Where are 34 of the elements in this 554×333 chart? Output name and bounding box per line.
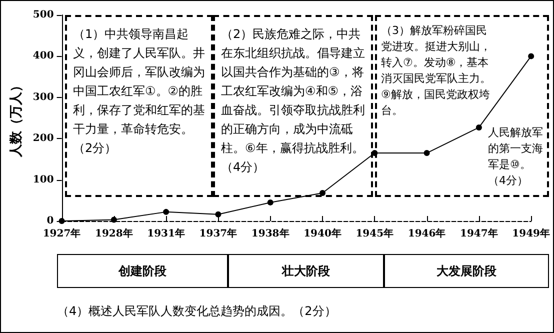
x-tick-label: 1940年 (304, 228, 342, 240)
text: 大发展阶段 (384, 254, 549, 288)
y-tick-label: 0 (46, 216, 54, 226)
y-tick-label: 200 (32, 133, 54, 144)
point (110, 216, 117, 223)
y-axis-title: 人数（万人） (8, 79, 23, 158)
x-tick-label: 1947年 (460, 228, 498, 240)
y-tick-label: 100 (32, 174, 54, 186)
x-tick-label: 1938年 (251, 228, 290, 240)
annotation: （2）民族危难之际，中共在东北组织抗战。倡导建立以国共合作为基础的③，将工农红军改编为④和⑤，浴血奋战。引领夺取抗战胜利的正确方向，成为中流砥柱。⑥年，赢得抗战胜利。（4分） (213, 15, 373, 197)
x-tick-label: 1931年 (147, 228, 185, 240)
point (267, 199, 274, 206)
x-tick-label: 1946年 (408, 228, 446, 240)
annotation: 人民解放军的第一支海军是⑩。（4分） (488, 125, 544, 189)
y-tick-label: 300 (32, 92, 54, 103)
annotation: （1）中共领导南昌起义，创建了人民军队。井冈山会师后，军队改编为中国工农红军①。②的胜利，保存了党和红军的基干力量，革命转危安。（2分） (65, 15, 213, 197)
x-tick-label: 1927年 (42, 228, 81, 240)
point (476, 124, 482, 130)
x-tick-label: 1949年 (512, 228, 550, 240)
y-tick-label: 500 (32, 10, 54, 20)
text: 壮大阶段 (228, 254, 384, 288)
point (320, 190, 326, 196)
text: （4）概述人民军队人数变化总趋势的成因。（2分） (57, 303, 336, 320)
annotation: （3）解放军粉碎国民党进攻。挺进大别山，转入⑦。发动⑧，基本消灭国民党军队主力。⑨解放，国民党政权垮台。 (381, 23, 492, 119)
text: 创建阶段 (57, 254, 228, 288)
point (528, 53, 534, 60)
point (215, 211, 222, 218)
x-tick-label: 1937年 (199, 228, 238, 240)
point (424, 150, 430, 156)
y-tick-label: 400 (32, 50, 54, 62)
point (58, 218, 65, 224)
x-tick-label: 1928年 (95, 228, 133, 240)
point (163, 208, 170, 215)
x-tick-label: 1945年 (356, 228, 394, 240)
